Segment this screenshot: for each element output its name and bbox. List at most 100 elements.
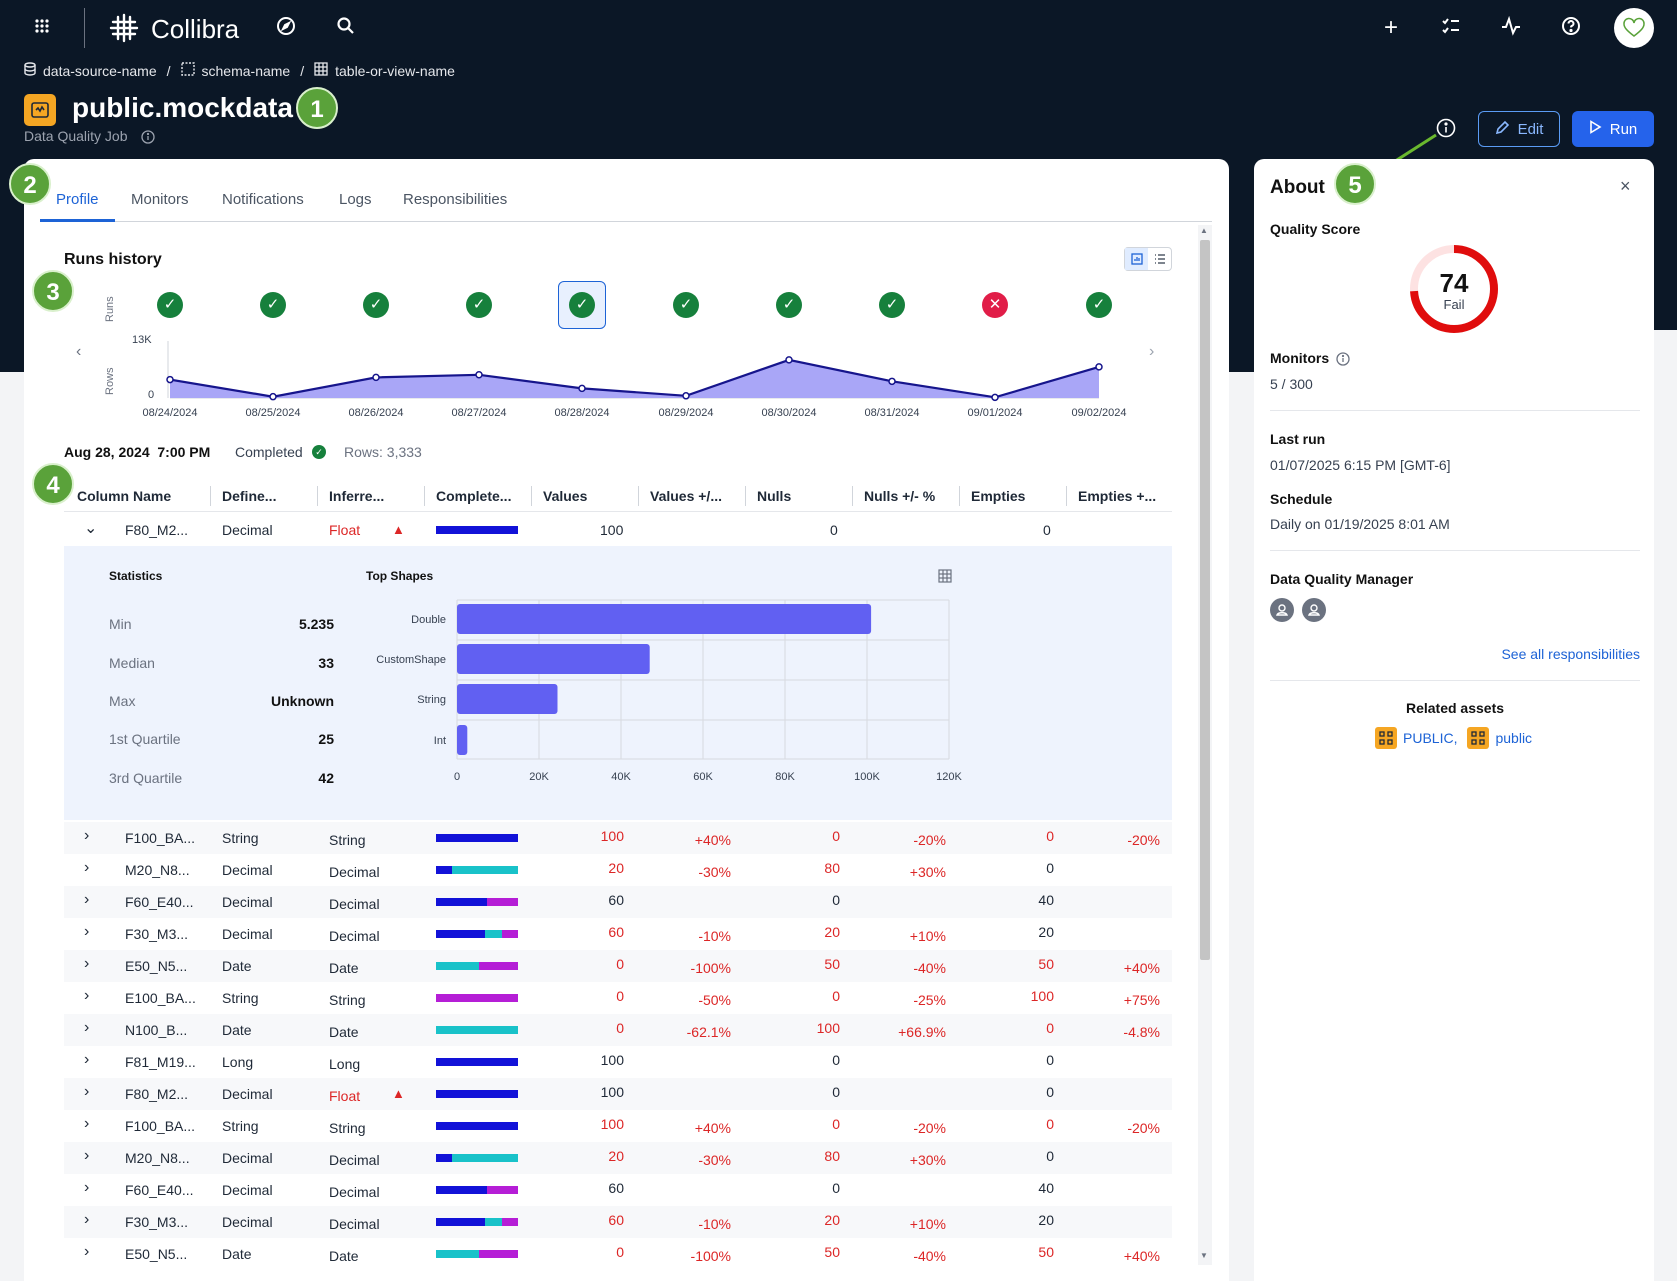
rows-point[interactable] bbox=[785, 356, 793, 364]
run-pass-icon[interactable]: ✓ bbox=[1086, 292, 1112, 318]
table-grid-icon[interactable] bbox=[938, 569, 952, 588]
header-2[interactable]: Inferre... bbox=[329, 488, 385, 504]
chevron-left-icon[interactable]: ‹ bbox=[76, 343, 82, 360]
chart-view-icon[interactable] bbox=[1125, 248, 1148, 270]
collibra-logo-icon[interactable] bbox=[108, 12, 140, 49]
tab-responsibilities[interactable]: Responsibilities bbox=[403, 191, 508, 208]
related-asset-public-upper[interactable]: PUBLIC, bbox=[1403, 730, 1458, 746]
breadcrumb-schema[interactable]: schema-name bbox=[201, 62, 291, 79]
rows-point[interactable] bbox=[888, 377, 896, 386]
table-row[interactable]: › F60_E40... Decimal Decimal 60 0 40 bbox=[64, 886, 1172, 918]
chevron-right-icon[interactable]: › bbox=[84, 1179, 90, 1196]
compass-icon[interactable] bbox=[272, 16, 300, 42]
breadcrumb-table[interactable]: table-or-view-name bbox=[335, 62, 455, 79]
user-avatar-icon[interactable] bbox=[1270, 598, 1294, 622]
shape-bar[interactable] bbox=[457, 644, 650, 674]
close-icon[interactable]: × bbox=[1620, 176, 1631, 196]
brand-name[interactable]: Collibra bbox=[151, 14, 240, 44]
shape-bar[interactable] bbox=[457, 725, 468, 755]
rows-point[interactable] bbox=[269, 392, 277, 401]
run-pass-icon[interactable]: ✓ bbox=[260, 292, 286, 318]
app-grid-icon[interactable] bbox=[28, 16, 56, 40]
table-row-expanded[interactable]: ⌄ F80_M2... Decimal Float ▲ 100 0 0 bbox=[64, 514, 1172, 546]
warning-icon[interactable]: ▲ bbox=[392, 1086, 405, 1101]
warning-icon[interactable]: ▲ bbox=[392, 522, 405, 537]
avatar[interactable] bbox=[1614, 8, 1654, 48]
chevron-right-icon[interactable]: › bbox=[84, 1019, 90, 1036]
chevron-right-icon[interactable]: › bbox=[84, 891, 90, 908]
chevron-right-icon[interactable]: › bbox=[84, 1115, 90, 1132]
rows-point[interactable] bbox=[1095, 363, 1103, 371]
tab-monitors[interactable]: Monitors bbox=[131, 191, 189, 208]
rows-point[interactable] bbox=[372, 373, 380, 382]
about-info-icon[interactable] bbox=[1436, 118, 1456, 143]
help-icon[interactable] bbox=[1557, 16, 1585, 42]
table-row[interactable]: › E50_N5... Date Date 0 -100% 50 -40% 50 +40% bbox=[64, 950, 1172, 982]
info-icon[interactable] bbox=[141, 130, 155, 149]
chevron-right-icon[interactable]: › bbox=[84, 1243, 90, 1260]
plus-icon[interactable]: + bbox=[1383, 14, 1398, 41]
scroll-up-icon[interactable]: ▲ bbox=[1200, 226, 1208, 235]
see-all-responsibilities-link[interactable]: See all responsibilities bbox=[1501, 646, 1640, 662]
table-row[interactable]: › M20_N8... Decimal Decimal 20 -30% 80 +30% 0 bbox=[64, 1142, 1172, 1174]
chevron-right-icon[interactable]: › bbox=[84, 827, 90, 844]
table-row[interactable]: › E100_BA... String String 0 -50% 0 -25% 100 +75% bbox=[64, 982, 1172, 1014]
header-8[interactable]: Empties bbox=[971, 488, 1026, 504]
run-pass-icon[interactable]: ✓ bbox=[673, 292, 699, 318]
view-toggle[interactable] bbox=[1124, 247, 1172, 271]
table-row[interactable]: › F100_BA... String String 100 +40% 0 -20% 0 -20% bbox=[64, 1110, 1172, 1142]
header-1[interactable]: Define... bbox=[222, 488, 277, 504]
chevron-right-icon[interactable]: › bbox=[84, 987, 90, 1004]
activity-icon[interactable] bbox=[1497, 15, 1525, 42]
rows-point[interactable] bbox=[166, 375, 174, 384]
table-row[interactable]: › E50_N5... Date Date 0 -100% 50 -40% 50 +40% bbox=[64, 1238, 1172, 1270]
table-row[interactable]: › N100_B... Date Date 0 -62.1% 100 +66.9% 0 -4.8% bbox=[64, 1014, 1172, 1046]
related-asset-public[interactable]: public bbox=[1495, 730, 1533, 746]
user-avatar-icon[interactable] bbox=[1302, 598, 1326, 622]
table-row[interactable]: › F100_BA... String String 100 +40% 0 -20% 0 -20% bbox=[64, 822, 1172, 854]
header-3[interactable]: Complete... bbox=[436, 488, 512, 504]
monitors-info-icon[interactable] bbox=[1336, 352, 1350, 371]
chevron-right-icon[interactable]: › bbox=[84, 923, 90, 940]
header-4[interactable]: Values bbox=[543, 488, 588, 504]
tab-logs[interactable]: Logs bbox=[339, 191, 372, 208]
tab-profile[interactable]: Profile bbox=[56, 191, 99, 208]
chevron-right-icon[interactable]: › bbox=[1149, 343, 1155, 360]
run-selected-highlight[interactable] bbox=[558, 281, 606, 329]
header-0[interactable]: Column Name bbox=[77, 488, 172, 504]
scrollbar-thumb[interactable] bbox=[1200, 240, 1210, 960]
edit-button[interactable]: Edit bbox=[1478, 111, 1560, 147]
shape-bar[interactable] bbox=[457, 604, 872, 634]
shape-bar[interactable] bbox=[457, 684, 558, 714]
tasks-icon[interactable] bbox=[1437, 16, 1465, 42]
chevron-right-icon[interactable]: › bbox=[84, 1147, 90, 1164]
run-pass-icon[interactable]: ✓ bbox=[466, 292, 492, 318]
run-fail-icon[interactable]: ✕ bbox=[982, 292, 1008, 318]
table-row[interactable]: › F80_M2... Decimal Float ▲ 100 0 0 bbox=[64, 1078, 1172, 1110]
header-7[interactable]: Nulls +/- % bbox=[864, 488, 936, 504]
table-row[interactable]: › M20_N8... Decimal Decimal 20 -30% 80 +30% 0 bbox=[64, 854, 1172, 886]
table-row[interactable]: › F81_M19... Long Long 100 0 0 bbox=[64, 1046, 1172, 1078]
header-6[interactable]: Nulls bbox=[757, 488, 792, 504]
chevron-right-icon[interactable]: › bbox=[84, 1083, 90, 1100]
header-9[interactable]: Empties +... bbox=[1078, 488, 1157, 504]
table-row[interactable]: › F60_E40... Decimal Decimal 60 0 40 bbox=[64, 1174, 1172, 1206]
rows-point[interactable] bbox=[578, 384, 586, 393]
list-view-icon[interactable] bbox=[1148, 248, 1171, 270]
rows-point[interactable] bbox=[991, 393, 999, 402]
table-row[interactable]: › F30_M3... Decimal Decimal 60 -10% 20 +10% 20 bbox=[64, 1206, 1172, 1238]
run-pass-icon[interactable]: ✓ bbox=[569, 292, 595, 318]
rows-point[interactable] bbox=[682, 392, 690, 400]
run-pass-icon[interactable]: ✓ bbox=[879, 292, 905, 318]
table-row[interactable]: › F30_M3... Decimal Decimal 60 -10% 20 +10% 20 bbox=[64, 918, 1172, 950]
run-pass-icon[interactable]: ✓ bbox=[157, 292, 183, 318]
search-icon[interactable] bbox=[332, 16, 360, 42]
chevron-right-icon[interactable]: › bbox=[84, 1211, 90, 1228]
run-pass-icon[interactable]: ✓ bbox=[363, 292, 389, 318]
rows-point[interactable] bbox=[475, 371, 483, 379]
chevron-down-icon[interactable]: ⌄ bbox=[84, 520, 98, 537]
chevron-right-icon[interactable]: › bbox=[84, 955, 90, 972]
header-5[interactable]: Values +/... bbox=[650, 488, 722, 504]
scroll-down-icon[interactable]: ▼ bbox=[1200, 1251, 1208, 1260]
tab-notifications[interactable]: Notifications bbox=[222, 191, 304, 208]
